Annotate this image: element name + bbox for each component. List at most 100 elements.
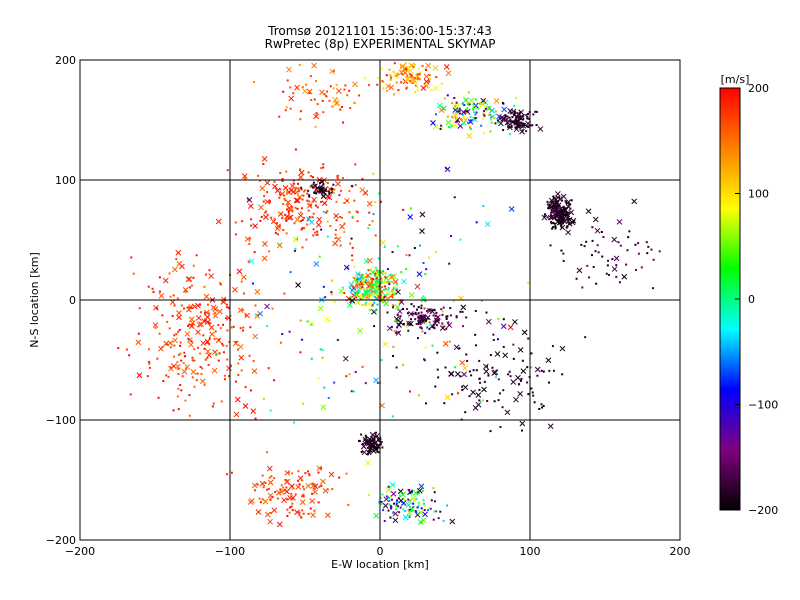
data-point-dot xyxy=(304,189,307,192)
data-point-dot xyxy=(303,488,306,491)
data-point-dot xyxy=(395,331,398,334)
data-point-dot xyxy=(518,122,521,125)
data-point-cross xyxy=(172,337,178,344)
data-point-dot xyxy=(561,373,564,376)
data-point-dot xyxy=(254,304,257,307)
data-point-dot xyxy=(501,101,504,104)
data-point-cross xyxy=(519,420,526,427)
data-point-dot xyxy=(535,124,538,127)
data-point-dot xyxy=(395,505,398,508)
data-point-dot xyxy=(552,226,555,229)
data-point-dot xyxy=(184,399,187,402)
data-point-dot xyxy=(358,282,361,285)
data-point-dot xyxy=(308,200,311,203)
data-point-dot xyxy=(306,470,309,473)
data-point-cross xyxy=(392,517,399,524)
data-point-dot xyxy=(299,168,302,171)
data-point-dot xyxy=(568,217,571,220)
data-point-cross xyxy=(334,100,340,106)
data-point-cross xyxy=(479,101,485,108)
data-point-dot xyxy=(507,373,510,376)
data-point-dot xyxy=(288,511,291,514)
data-point-dot xyxy=(326,182,329,185)
data-point-dot xyxy=(549,244,552,247)
data-point-dot xyxy=(424,273,427,276)
data-point-dot xyxy=(343,230,346,233)
data-point-dot xyxy=(168,327,171,330)
data-point-dot xyxy=(417,312,420,315)
data-point-cross xyxy=(251,368,258,374)
data-point-dot xyxy=(391,294,394,297)
data-point-dot xyxy=(396,499,399,502)
data-point-dot xyxy=(226,358,229,361)
data-point-dot xyxy=(366,289,369,292)
data-point-cross xyxy=(513,120,519,126)
data-point-dot xyxy=(461,310,464,313)
data-point-cross xyxy=(204,338,211,345)
data-point-cross xyxy=(508,206,515,212)
data-point-cross xyxy=(306,216,312,223)
data-point-cross xyxy=(452,112,459,119)
data-point-cross xyxy=(262,214,269,221)
data-point-dot xyxy=(424,346,427,349)
data-point-dot xyxy=(311,216,314,219)
data-point-cross xyxy=(470,389,476,396)
data-point-dot xyxy=(552,369,555,372)
data-point-dot xyxy=(297,190,300,193)
data-point-dot xyxy=(364,303,367,306)
data-point-dot xyxy=(435,311,438,314)
data-point-dot xyxy=(364,442,367,445)
data-point-dot xyxy=(390,326,393,329)
data-point-dot xyxy=(392,355,395,358)
data-point-dot xyxy=(398,317,401,320)
data-point-cross xyxy=(418,483,425,490)
data-point-dot xyxy=(489,116,492,119)
data-point-dot xyxy=(472,108,475,111)
data-point-dot xyxy=(516,112,519,115)
data-point-dot xyxy=(420,311,423,314)
data-point-dot xyxy=(191,376,194,379)
data-point-dot xyxy=(381,297,384,300)
data-point-dot xyxy=(541,406,544,409)
data-point-dot xyxy=(443,402,446,405)
data-point-dot xyxy=(349,300,352,303)
data-point-dot xyxy=(318,485,321,488)
data-point-dot xyxy=(250,218,253,221)
data-point-dot xyxy=(525,130,528,133)
data-point-cross xyxy=(208,324,215,331)
data-point-dot xyxy=(412,312,415,315)
data-point-dot xyxy=(240,369,243,372)
data-point-dot xyxy=(548,203,551,206)
data-point-cross xyxy=(152,322,159,328)
data-point-dot xyxy=(323,386,326,389)
data-point-dot xyxy=(331,487,334,490)
data-point-dot xyxy=(395,74,398,77)
data-point-dot xyxy=(187,323,190,326)
data-point-cross xyxy=(485,105,492,112)
data-point-dot xyxy=(583,245,586,248)
data-point-dot xyxy=(285,106,288,109)
data-point-dot xyxy=(418,78,421,81)
data-point-dot xyxy=(383,296,386,299)
data-point-cross xyxy=(233,411,240,418)
data-point-dot xyxy=(344,84,347,87)
data-point-cross xyxy=(136,372,143,379)
data-point-dot xyxy=(286,498,289,501)
data-point-cross xyxy=(352,81,358,88)
data-point-dot xyxy=(515,116,518,119)
data-point-dot xyxy=(179,341,182,344)
data-point-dot xyxy=(466,108,469,111)
data-point-dot xyxy=(209,322,212,325)
data-point-dot xyxy=(461,385,464,388)
data-point-dot xyxy=(551,207,554,210)
data-point-dot xyxy=(244,177,247,180)
data-point-dot xyxy=(459,238,462,241)
data-point-dot xyxy=(552,210,555,213)
data-point-cross xyxy=(559,209,566,216)
data-point-dot xyxy=(175,258,178,261)
data-point-cross xyxy=(417,509,424,516)
data-point-dot xyxy=(286,79,289,82)
data-point-dot xyxy=(307,189,310,192)
data-point-dot xyxy=(191,356,194,359)
data-point-dot xyxy=(508,116,511,119)
